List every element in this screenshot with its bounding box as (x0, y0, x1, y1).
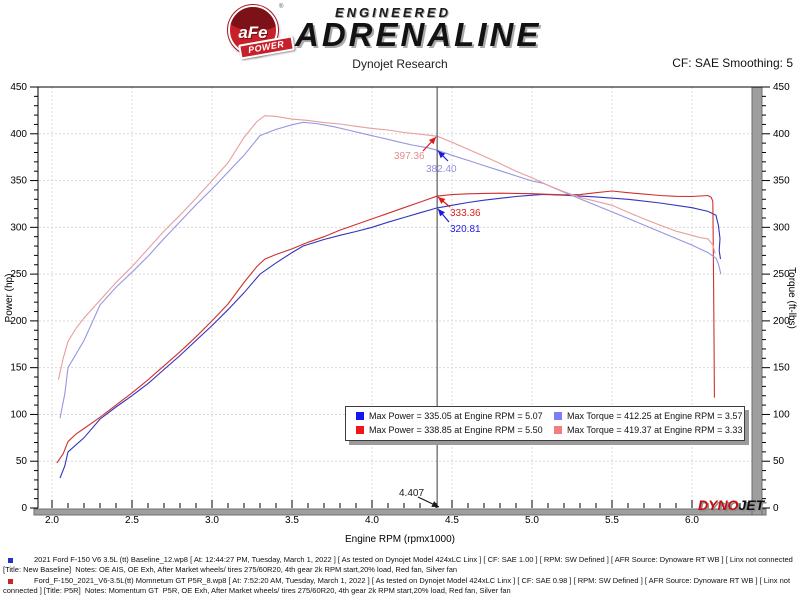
baseline-run-line2: [Title: New Baseline] Notes: OE AIS, OE … (3, 565, 458, 574)
svg-text:Torque (ft-lbs): Torque (ft-lbs) (786, 267, 797, 329)
legend-text: Max Torque = 419.37 at Engine RPM = 3.33 (567, 425, 743, 435)
svg-text:4.5: 4.5 (445, 515, 459, 526)
svg-text:300: 300 (773, 222, 790, 233)
svg-text:2.5: 2.5 (125, 515, 139, 526)
annotation-arrow-icon (438, 151, 446, 159)
svg-text:150: 150 (773, 363, 790, 374)
legend-item: Max Torque = 419.37 at Engine RPM = 3.33 (554, 423, 742, 437)
dynojet-logo-dyno: DYNO (698, 497, 739, 513)
annotation-label: 333.36 (450, 208, 481, 219)
svg-text:300: 300 (10, 222, 27, 233)
run-info-footer: 2021 Ford F-150 V6 3.5L (tt) Baseline_12… (0, 555, 800, 597)
legend-swatch-icon (356, 426, 364, 434)
chart-legend: Max Power = 335.05 at Engine RPM = 5.07 M… (345, 406, 745, 441)
run-info-baseline: 2021 Ford F-150 V6 3.5L (tt) Baseline_12… (0, 555, 800, 575)
annotation-label: 397.36 (394, 151, 425, 162)
legend-swatch-icon (554, 412, 562, 420)
svg-text:250: 250 (10, 269, 27, 280)
svg-text:250: 250 (773, 269, 790, 280)
curve-afe-power-hp (56, 190, 715, 464)
svg-text:150: 150 (10, 363, 27, 374)
momentum-run-line2: connected ] [Title: P5R] Notes: Momentum… (3, 586, 511, 595)
svg-text:5.0: 5.0 (525, 515, 539, 526)
dynojet-logo-jet: JET (738, 497, 765, 513)
legend-swatch-icon (356, 412, 364, 420)
legend-text: Max Power = 338.85 at Engine RPM = 5.50 (369, 425, 543, 435)
svg-text:100: 100 (773, 409, 790, 420)
baseline-run-line1: 2021 Ford F-150 V6 3.5L (tt) Baseline_12… (34, 555, 793, 564)
annotation-arrow-icon (438, 209, 445, 217)
svg-text:2.0: 2.0 (45, 515, 59, 526)
legend-item: Max Power = 338.85 at Engine RPM = 5.50 (356, 423, 554, 437)
brand-engineered-text: ENGINEERED (335, 5, 451, 20)
page-title: Dynojet Research (352, 57, 448, 71)
registered-mark: ® (279, 4, 284, 10)
legend-swatch-icon (554, 426, 562, 434)
afe-power-badge-icon: aFe (228, 5, 278, 55)
svg-text:200: 200 (10, 316, 27, 327)
svg-text:6.0: 6.0 (685, 515, 699, 526)
svg-text:450: 450 (10, 82, 27, 93)
svg-text:3.0: 3.0 (205, 515, 219, 526)
annotation-label: 382.40 (426, 164, 457, 175)
svg-text:50: 50 (773, 456, 785, 467)
annotation-arrow-icon (431, 501, 439, 507)
annotation-label: 4.407 (399, 488, 424, 499)
svg-text:Power (hp): Power (hp) (4, 274, 15, 323)
annotation-arrow-icon (438, 197, 446, 204)
annotation-arrow-icon (428, 137, 436, 145)
header: aFe ® POWER ENGINEERED ADRENALINE Dynoje… (0, 0, 800, 80)
curve-baseline-power-hp (59, 193, 722, 479)
momentum-run-bullet-icon (8, 579, 13, 584)
svg-text:400: 400 (10, 129, 27, 140)
svg-text:0: 0 (773, 503, 779, 514)
svg-text:100: 100 (10, 409, 27, 420)
run-info-momentum: Ford_F-150_2021_V6-3.5L(tt) Momnetum GT … (0, 576, 800, 596)
svg-text:50: 50 (16, 456, 28, 467)
annotation-label: 320.81 (450, 224, 481, 235)
correction-smoothing-label: CF: SAE Smoothing: 5 (672, 56, 793, 70)
curve-afe-torque-ftlbs (57, 115, 716, 380)
momentum-run-line1: Ford_F-150_2021_V6-3.5L(tt) Momnetum GT … (34, 576, 791, 585)
legend-item: Max Power = 335.05 at Engine RPM = 5.07 (356, 409, 554, 423)
dynojet-logo: DYNOJET (698, 497, 764, 513)
brand-adrenaline-text: ADRENALINE (295, 16, 542, 53)
baseline-run-bullet-icon (8, 558, 13, 563)
legend-text: Max Power = 335.05 at Engine RPM = 5.07 (369, 411, 543, 421)
svg-text:5.5: 5.5 (605, 515, 619, 526)
svg-text:400: 400 (773, 129, 790, 140)
svg-text:4.0: 4.0 (365, 515, 379, 526)
afe-brand-logo: aFe ® POWER ENGINEERED ADRENALINE (225, 2, 625, 60)
legend-text: Max Torque = 412.25 at Engine RPM = 3.57 (567, 411, 743, 421)
badge-text: aFe (238, 23, 268, 42)
svg-text:0: 0 (21, 503, 27, 514)
svg-text:200: 200 (773, 316, 790, 327)
svg-text:350: 350 (10, 176, 27, 187)
svg-text:Engine RPM (rpmx1000): Engine RPM (rpmx1000) (345, 534, 455, 545)
svg-text:350: 350 (773, 176, 790, 187)
legend-item: Max Torque = 412.25 at Engine RPM = 3.57 (554, 409, 742, 423)
svg-text:450: 450 (773, 82, 790, 93)
curve-baseline-torque-ftlbs (59, 121, 722, 419)
svg-text:3.5: 3.5 (285, 515, 299, 526)
